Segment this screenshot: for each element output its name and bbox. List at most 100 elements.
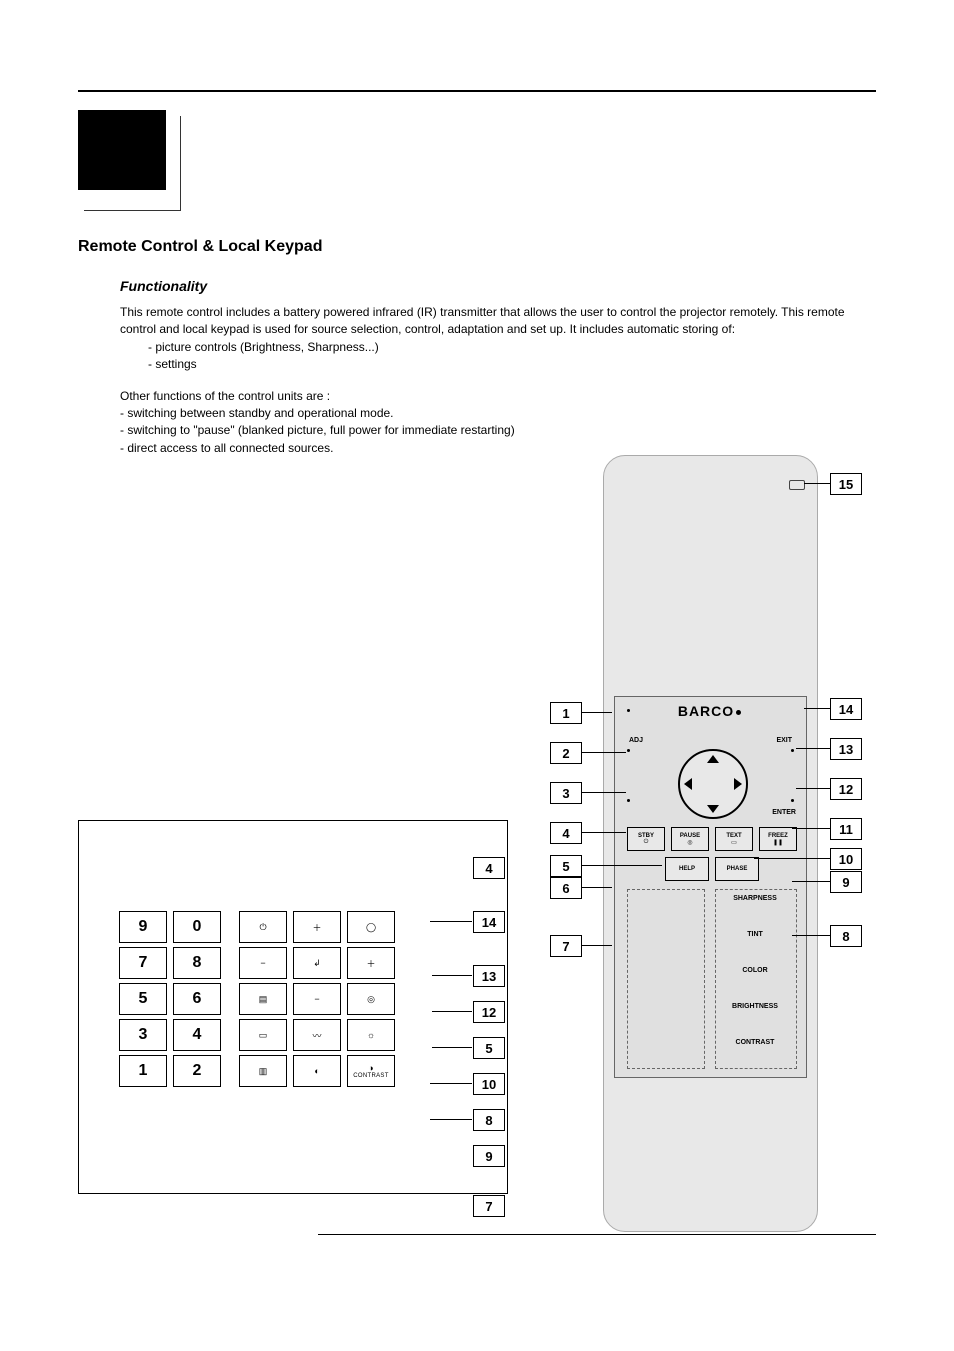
enter-label: ENTER — [772, 809, 796, 816]
enter-dot-icon — [791, 799, 794, 802]
key-3[interactable]: 3 — [119, 1019, 167, 1051]
kp-callout-4: 4 — [473, 857, 505, 879]
bars-icon: ▥ — [259, 1066, 268, 1077]
key-6[interactable]: 6 — [173, 983, 221, 1015]
key-power[interactable]: ⏻ — [239, 911, 287, 943]
minus-icon: − — [260, 958, 265, 968]
intro-paragraph: This remote control includes a battery p… — [120, 304, 876, 339]
contrast-text: CONTRAST — [353, 1073, 388, 1079]
help-button[interactable]: HELP — [665, 857, 709, 881]
keypad-row-1: 9 0 ⏻ ＋ ◯ — [119, 911, 497, 943]
freez-button[interactable]: FREEZ❚❚ — [759, 827, 797, 851]
key-up[interactable]: ＋ — [293, 911, 341, 943]
stby-button[interactable]: STBY⏻ — [627, 827, 665, 851]
pause-target-icon: ◎ — [687, 839, 692, 846]
kp-line-8 — [430, 1119, 472, 1120]
kp-line-12 — [432, 1011, 472, 1012]
screen-icon: ▭ — [259, 1030, 268, 1041]
key-7[interactable]: 7 — [119, 947, 167, 979]
freeze-icon: ❚❚ — [773, 839, 783, 846]
color-label: COLOR — [715, 967, 795, 974]
circle-icon: ◯ — [366, 922, 376, 933]
adj-label: ADJ — [629, 737, 643, 744]
power-icon: ⏻ — [644, 839, 649, 846]
power-icon: ⏻ — [259, 922, 266, 933]
kp-callout-8: 8 — [473, 1109, 505, 1131]
tint-label: TINT — [715, 931, 795, 938]
key-sun[interactable]: ☼ — [347, 1019, 395, 1051]
callout-10-line — [754, 858, 830, 859]
kp-line-14 — [430, 921, 472, 922]
key-9[interactable]: 9 — [119, 911, 167, 943]
callout-7: 7 — [550, 935, 582, 957]
half-circle-icon: ◐ — [314, 1066, 319, 1076]
callout-11: 11 — [830, 818, 862, 840]
key-5[interactable]: 5 — [119, 983, 167, 1015]
kp-callout-12: 12 — [473, 1001, 505, 1023]
key-0[interactable]: 0 — [173, 911, 221, 943]
key-plus[interactable]: ＋ — [347, 947, 395, 979]
key-menu[interactable]: ▤ — [239, 983, 287, 1015]
callout-15-line — [804, 483, 830, 484]
key-contrast[interactable]: ◑CONTRAST — [347, 1055, 395, 1087]
enter-arrow-icon: ↲ — [313, 958, 321, 969]
exit-label: EXIT — [776, 737, 792, 744]
target-icon: ◎ — [367, 994, 375, 1005]
callout-15: 15 — [830, 473, 862, 495]
text-button[interactable]: TEXT▭ — [715, 827, 753, 851]
phase-label: PHASE — [727, 866, 748, 872]
nav-disc[interactable] — [678, 749, 748, 819]
nav-right-icon — [734, 778, 742, 790]
key-minus[interactable]: − — [239, 947, 287, 979]
key-screen[interactable]: ▭ — [239, 1019, 287, 1051]
kp-callout-10: 10 — [473, 1073, 505, 1095]
key-bars[interactable]: ▥ — [239, 1055, 287, 1087]
callout-2-line — [582, 752, 626, 753]
kp-callout-5: 5 — [473, 1037, 505, 1059]
text-icon: ▭ — [731, 839, 737, 846]
key-half[interactable]: ◐ — [293, 1055, 341, 1087]
key-enter[interactable]: ↲ — [293, 947, 341, 979]
brand-text: BARCO — [678, 703, 734, 719]
sharpness-label: SHARPNESS — [715, 895, 795, 902]
remote-illustration: BARCO ADJ EXIT ENTER STBY⏻ — [603, 455, 818, 1232]
bullet-settings: - settings — [148, 356, 876, 373]
callout-14-line — [804, 708, 830, 709]
remote-panel: BARCO ADJ EXIT ENTER STBY⏻ — [614, 696, 807, 1078]
ir-window-icon — [789, 480, 805, 490]
adj-dot-icon — [627, 749, 630, 752]
callout-4: 4 — [550, 822, 582, 844]
phase-button[interactable]: PHASE — [715, 857, 759, 881]
callout-12-line — [796, 788, 830, 789]
brand-label: BARCO — [615, 703, 806, 719]
pause-button[interactable]: PAUSE◎ — [671, 827, 709, 851]
key-wave[interactable]: 〰 — [293, 1019, 341, 1051]
kp-callout-13: 13 — [473, 965, 505, 987]
key-target[interactable]: ◎ — [347, 983, 395, 1015]
callout-12: 12 — [830, 778, 862, 800]
key-4[interactable]: 4 — [173, 1019, 221, 1051]
callout-14: 14 — [830, 698, 862, 720]
callout-1: 1 — [550, 702, 582, 724]
key-8[interactable]: 8 — [173, 947, 221, 979]
key-1[interactable]: 1 — [119, 1055, 167, 1087]
kp-callout-14: 14 — [473, 911, 505, 933]
callout-11-line — [792, 828, 830, 829]
callout-3-line — [582, 792, 626, 793]
key-circle[interactable]: ◯ — [347, 911, 395, 943]
kp-line-10 — [430, 1083, 472, 1084]
callout-13: 13 — [830, 738, 862, 760]
callout-6-line — [582, 887, 612, 888]
kp-line-5 — [432, 1047, 472, 1048]
wave-icon: 〰 — [312, 1029, 321, 1042]
callout-5: 5 — [550, 855, 582, 877]
help-label: HELP — [679, 866, 695, 872]
kp-callout-9: 9 — [473, 1145, 505, 1167]
nav-down-icon — [707, 805, 719, 813]
callout-7-line — [582, 945, 612, 946]
kp-line-13 — [432, 975, 472, 976]
sun-icon: ☼ — [367, 1030, 375, 1040]
key-down[interactable]: − — [293, 983, 341, 1015]
up-plus-icon: ＋ — [312, 921, 321, 934]
key-2[interactable]: 2 — [173, 1055, 221, 1087]
